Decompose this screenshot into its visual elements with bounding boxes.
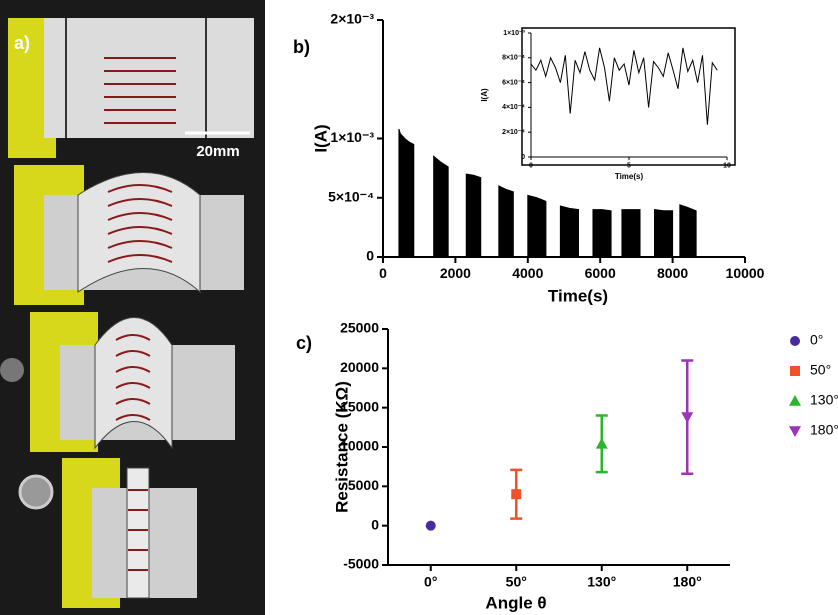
legend-marker	[790, 366, 800, 376]
y-tick-label: 8×10⁻⁴	[502, 55, 525, 62]
photo-screw	[0, 358, 24, 382]
photo-wires	[128, 489, 148, 571]
legend-label: 50°	[810, 362, 831, 378]
legend-marker	[789, 426, 801, 437]
panel-label: c)	[296, 333, 312, 353]
legend-label: 180°	[810, 422, 838, 438]
photo-strip	[44, 18, 254, 138]
y-tick-label: -5000	[343, 556, 379, 572]
x-tick-label: 0	[379, 265, 387, 281]
x-axis-label: Time(s)	[548, 286, 608, 305]
y-axis-label: Resistance (KΩ)	[332, 381, 351, 513]
y-axis-label: I(A)	[480, 88, 489, 102]
x-tick-label: 5	[627, 162, 631, 169]
photo-wires	[104, 57, 176, 124]
x-tick-label: 2000	[440, 265, 471, 281]
y-tick-label: 25000	[340, 320, 379, 336]
y-tick-label: 1×10⁻³	[503, 30, 525, 37]
x-tick-label: 6000	[585, 265, 616, 281]
x-tick-label: 50°	[506, 574, 527, 590]
area	[398, 128, 697, 258]
x-axis-label: Angle θ	[485, 593, 546, 612]
y-tick-label: 15000	[340, 398, 379, 414]
legend-marker	[789, 395, 801, 406]
y-tick-label: 0	[371, 516, 379, 532]
marker	[681, 412, 694, 424]
y-tick-label: 5×10⁻⁴	[328, 188, 374, 204]
panel-label: a)	[14, 33, 30, 53]
x-axis-label: Time(s)	[615, 172, 644, 181]
x-tick-label: 130°	[587, 574, 616, 590]
x-tick-label: 10000	[726, 265, 765, 281]
y-tick-label: 5000	[348, 477, 379, 493]
photo-wires	[115, 334, 151, 421]
y-tick-label: 0	[366, 248, 374, 264]
photo-screw	[18, 474, 54, 510]
scale-bar-label: 20mm	[196, 143, 239, 160]
photo-folded-strip	[126, 467, 150, 599]
panel-label: b)	[293, 37, 310, 57]
y-tick-label: 10000	[340, 438, 379, 454]
line	[530, 47, 718, 125]
legend-label: 0°	[810, 332, 823, 348]
x-tick-label: 4000	[512, 265, 543, 281]
x-tick-label: 8000	[657, 265, 688, 281]
marker	[511, 489, 522, 500]
y-tick-label: 0	[521, 154, 525, 161]
legend-label: 130°	[810, 392, 838, 408]
photo-wires	[107, 184, 173, 263]
x-tick-label: 0	[529, 162, 533, 169]
y-axis-label: I(A)	[311, 124, 330, 152]
y-tick-label: 1×10⁻³	[330, 129, 374, 145]
y-tick-label: 2×10⁻⁴	[502, 129, 525, 136]
x-tick-label: 180°	[673, 574, 702, 590]
x-tick-label: 10	[723, 162, 731, 169]
y-tick-label: 4×10⁻⁴	[502, 104, 525, 111]
inset-frame	[521, 27, 736, 166]
legend-marker	[790, 336, 800, 346]
y-tick-label: 20000	[340, 359, 379, 375]
x-tick-label: 0°	[424, 574, 437, 590]
y-tick-label: 2×10⁻³	[330, 11, 374, 27]
marker	[595, 437, 608, 449]
y-tick-label: 6×10⁻⁴	[502, 79, 525, 86]
photo-panel: 20mm a)	[0, 0, 265, 615]
marker	[425, 520, 436, 531]
